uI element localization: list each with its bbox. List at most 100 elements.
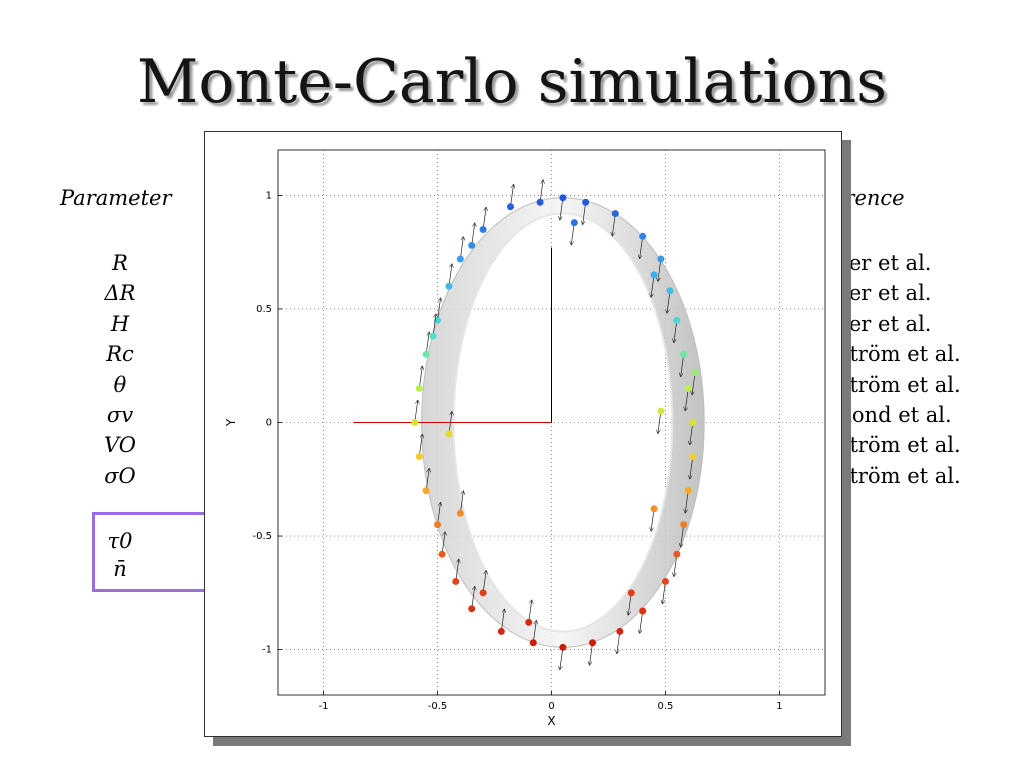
reference-item: lström et al. [832,433,961,458]
velocity-arrow [667,290,671,313]
velocity-arrow [692,372,696,395]
y-axis-label: Y [224,418,238,427]
velocity-arrow [414,401,418,423]
reference-item: lström et al. [832,463,961,488]
velocity-arrow [658,411,662,433]
velocity-arrow [690,422,694,445]
data-point [525,618,533,626]
parameter-item: Rc [106,342,134,367]
extra-parameter-item: τ0 [107,529,133,553]
velocity-arrow [628,592,632,615]
data-point [468,605,476,613]
data-point [429,332,437,340]
velocity-arrow [455,559,459,582]
data-point [422,350,430,358]
y-tick-label: 0 [266,418,272,429]
data-point [611,210,619,218]
velocity-arrow [560,647,564,669]
data-point [438,550,446,558]
data-point [589,639,597,647]
reference-item: lström et al. [832,372,961,397]
velocity-arrow [651,274,655,297]
velocity-arrow [651,508,655,531]
velocity-arrow [425,332,429,355]
velocity-arrow [441,532,445,555]
data-point [639,607,647,615]
data-point [689,453,697,461]
extra-parameter-list: τ0 n̄ [100,528,140,584]
x-tick-label: 0 [548,701,554,712]
velocity-arrow [437,298,441,321]
x-axis-label: X [547,714,555,728]
parameter-item: H [110,311,130,336]
extra-parameter-item: n̄ [113,557,127,581]
data-point [616,627,624,635]
velocity-arrow [510,185,513,207]
data-point [445,430,453,438]
velocity-arrow [681,524,685,547]
data-point [456,255,464,263]
velocity-arrow [418,435,422,457]
data-point [411,419,419,426]
parameter-item: ΔR [104,281,136,306]
data-point [559,194,567,202]
velocity-arrow [471,587,475,609]
data-point [627,589,635,597]
velocity-arrow [617,631,621,653]
data-point [650,271,658,279]
velocity-arrow [459,491,463,514]
velocity-arrow [640,236,644,258]
velocity-arrow [437,503,441,525]
velocity-arrow [528,600,532,623]
data-point [434,316,442,324]
reference-item: mond et al. [832,402,952,427]
data-point [536,198,544,206]
reference-axes [353,247,552,423]
velocity-arrow [482,207,486,230]
velocity-arrow [418,366,422,389]
data-point [680,521,688,529]
data-point [673,316,681,324]
velocity-arrow [685,490,689,513]
data-point [415,453,423,461]
x-tick-label: -0.5 [428,701,448,712]
data-point [657,255,665,263]
data-point [689,419,697,426]
tick-labels: -1 -0.5 0 0.5 1 -1 -0.5 0 0.5 1 [252,190,782,712]
x-tick-label: -1 [319,701,329,712]
data-point [661,577,669,585]
parameter-item: θ [113,372,127,397]
y-tick-label: -1 [262,645,272,656]
data-point [529,639,537,647]
data-point [434,521,442,529]
y-tick-label: 0.5 [256,304,272,315]
x-tick-label: 1 [776,701,782,712]
data-points [411,180,699,669]
data-point [445,282,453,290]
slide-title: Monte-Carlo simulations [136,47,888,117]
parameter-item: σv [106,402,134,427]
velocity-arrow [432,314,436,337]
data-point [684,384,692,392]
velocity-arrow [590,642,593,665]
reference-list: tter et al. tter et al. tter et al. lstr… [832,248,961,491]
reference-item: tter et al. [832,251,932,275]
velocity-arrow [690,456,694,479]
velocity-arrow [425,469,429,491]
data-point [680,350,688,358]
data-point [497,627,505,635]
velocity-arrow [640,610,644,633]
data-point [582,198,590,206]
y-tick-label: 1 [266,190,272,201]
y-tick-label: -0.5 [252,531,272,542]
data-point [452,577,460,585]
data-point [456,509,464,517]
parameter-item: VO [103,433,136,458]
simulation-figure: -1 -0.5 0 0.5 1 -1 -0.5 0 0.5 1 X Y [204,131,842,737]
scatter-chart: -1 -0.5 0 0.5 1 -1 -0.5 0 0.5 1 X Y [224,149,826,728]
data-point [570,219,578,227]
data-point [684,487,692,495]
velocity-arrow [681,354,685,376]
velocity-arrow [612,213,616,236]
data-point [479,225,487,233]
